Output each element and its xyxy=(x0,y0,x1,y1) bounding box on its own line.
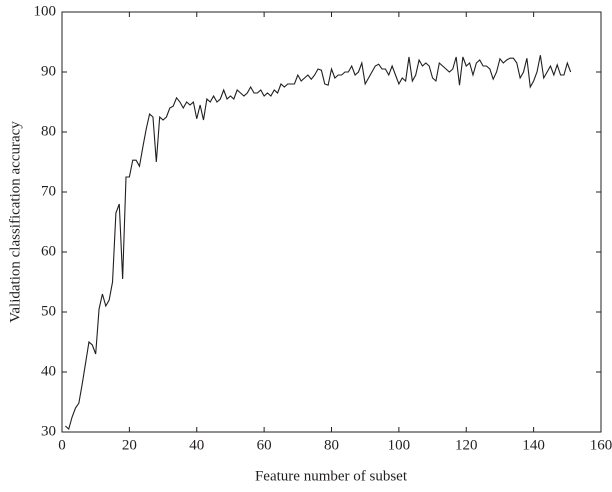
x-tick-label: 160 xyxy=(590,437,612,453)
y-tick-label: 40 xyxy=(41,363,56,379)
x-tick-label: 0 xyxy=(58,437,66,453)
x-axis-label: Feature number of subset xyxy=(255,468,408,484)
y-tick-label: 30 xyxy=(41,423,56,439)
x-tick-label: 140 xyxy=(522,437,545,453)
y-tick-label: 60 xyxy=(41,243,56,259)
y-tick-label: 90 xyxy=(41,63,56,79)
x-tick-label: 100 xyxy=(388,437,411,453)
x-tick-label: 80 xyxy=(324,437,339,453)
x-tick-label: 20 xyxy=(122,437,137,453)
x-tick-label: 40 xyxy=(189,437,204,453)
y-tick-label: 70 xyxy=(41,183,56,199)
x-tick-label: 120 xyxy=(455,437,478,453)
y-axis-label: Validation classification accuracy xyxy=(7,121,23,323)
y-tick-label: 50 xyxy=(41,303,56,319)
data-line xyxy=(65,55,572,430)
plot-frame xyxy=(61,11,602,433)
x-tick-label: 60 xyxy=(257,437,272,453)
y-tick-label: 80 xyxy=(41,123,56,139)
y-tick-label: 100 xyxy=(34,3,57,19)
